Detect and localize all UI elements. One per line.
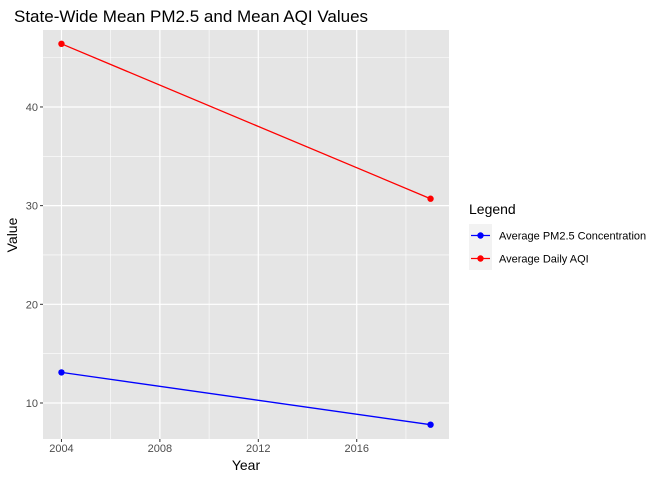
y-tick-label: 30 <box>26 201 38 213</box>
legend-label: Average Daily AQI <box>499 254 589 266</box>
legend-items: Average PM2.5 Concentration Average Daily… <box>469 224 646 270</box>
series-point-0-0 <box>58 369 65 376</box>
series-point-1-0 <box>58 40 65 48</box>
legend-label: Average PM2.5 Concentration <box>499 231 646 243</box>
y-tick-label: 10 <box>26 398 38 410</box>
y-tick-label: 40 <box>26 102 38 114</box>
legend-key-point <box>477 232 484 239</box>
series-line-0 <box>61 371 431 426</box>
axis-ticks <box>40 106 358 442</box>
major-grid <box>43 30 449 439</box>
x-tick-label: 2016 <box>344 443 368 455</box>
series-points <box>58 40 434 428</box>
legend-title: Legend <box>469 201 516 217</box>
minor-grid <box>43 30 449 439</box>
x-tick-label: 2012 <box>246 443 270 455</box>
x-tick-label: 2004 <box>49 443 73 455</box>
tick-labels: 2004 2008 2012 2016 10 20 30 40 <box>26 102 369 455</box>
legend-key-point <box>477 255 484 262</box>
y-axis-label: Value <box>4 217 20 252</box>
legend: Legend Average PM2.5 ConcentrationAverag… <box>469 201 646 270</box>
x-tick-label: 2008 <box>148 443 172 455</box>
series-point-0-1 <box>427 421 434 428</box>
plot-panel <box>43 30 449 439</box>
chart-title: State-Wide Mean PM2.5 and Mean AQI Value… <box>14 7 368 26</box>
x-axis-label: Year <box>232 457 261 473</box>
series-point-1-1 <box>427 195 434 202</box>
series-line-1 <box>61 43 431 200</box>
series-lines <box>61 43 431 426</box>
y-tick-label: 20 <box>26 299 38 311</box>
